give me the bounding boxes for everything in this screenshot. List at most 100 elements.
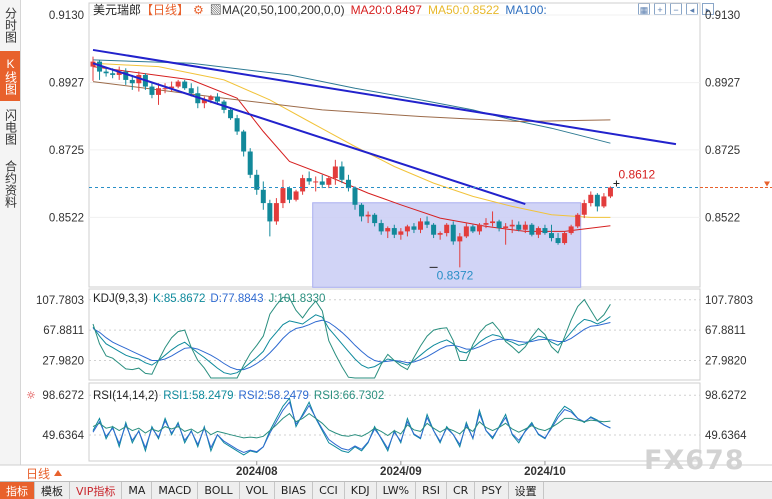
price-annotations: 0.8612 0.8372 — [89, 167, 772, 282]
rsi-label: RSI(14,14,2) — [93, 390, 158, 402]
tab-lw[interactable]: LW% — [377, 482, 417, 499]
tab-bias[interactable]: BIAS — [275, 482, 314, 499]
tab-macd[interactable]: MACD — [152, 482, 199, 499]
candle-down — [97, 61, 103, 72]
candle-up — [385, 228, 391, 232]
tab-vol[interactable]: VOL — [240, 482, 275, 499]
tab-cr[interactable]: CR — [447, 482, 476, 499]
indicator-tick-label-right: 49.6364 — [705, 430, 747, 442]
period-selector[interactable]: 日线 — [26, 466, 63, 481]
tab-ma[interactable]: MA — [122, 482, 153, 499]
candle-down — [254, 174, 260, 190]
consolidation-box-rect — [312, 202, 582, 288]
tab-rsi[interactable]: RSI — [416, 482, 447, 499]
tab-contract-info[interactable]: 合约资料 — [3, 160, 18, 208]
candle-up — [280, 188, 286, 204]
candle-down — [103, 71, 109, 74]
candle-up — [601, 196, 607, 207]
settings-gear-icon[interactable]: ⚙ — [193, 3, 204, 17]
candle-up — [169, 86, 175, 89]
ma100-line — [92, 59, 611, 144]
candle-up — [457, 236, 463, 242]
candle-up — [490, 221, 496, 224]
candle-up — [293, 191, 299, 200]
last-price-cross-icon — [613, 180, 620, 187]
tab-vip-indicators[interactable]: VIP指标 — [70, 482, 123, 499]
rsi2-value: RSI2:58.2479 — [239, 390, 309, 402]
symbol-name: 美元瑞郎 — [93, 3, 141, 17]
price-tick-label-left: 0.8522 — [49, 212, 84, 224]
rsi3-line — [92, 412, 611, 439]
candle-down — [594, 194, 600, 207]
indicator-tick-label-right: 27.9820 — [705, 356, 747, 368]
candle-down — [391, 228, 397, 235]
rsi-axis: 98.6272 98.6272 49.6364 49.6364 — [42, 390, 747, 442]
candle-up — [201, 99, 207, 104]
last-price-label: 0.8612 — [618, 167, 655, 181]
candle-down — [339, 166, 345, 180]
candle-down — [110, 73, 116, 75]
candle-up — [568, 226, 574, 234]
j-line — [92, 296, 611, 379]
candle-down — [123, 71, 129, 80]
price-tick-label-left: 0.8927 — [49, 78, 84, 90]
candle-down — [352, 188, 358, 205]
candle-down — [450, 224, 456, 242]
candle-up — [418, 221, 423, 230]
candle-down — [306, 178, 312, 182]
candle-down — [431, 224, 437, 235]
candle-up — [313, 181, 319, 183]
candle-down — [372, 214, 378, 224]
price-tick-label-left: 0.8725 — [49, 145, 84, 157]
candle-down — [319, 181, 325, 185]
ma50-value: MA50:0.8522 — [428, 3, 500, 17]
indicator-tick-label-left: 27.9820 — [42, 356, 84, 368]
tab-kdj[interactable]: KDJ — [345, 482, 377, 499]
candle-up — [162, 88, 168, 90]
tab-boll[interactable]: BOLL — [198, 482, 240, 499]
right-box-icon[interactable]: ▸ — [702, 3, 714, 15]
tab-flash-chart[interactable]: 闪电图 — [3, 109, 18, 145]
kdj-label: KDJ(9,3,3) — [93, 293, 148, 305]
candle-up — [365, 214, 371, 217]
tab-indicators[interactable]: 指标 — [0, 482, 35, 499]
period-label: 【日线】 — [141, 3, 189, 17]
candle-down — [529, 224, 535, 235]
tab-kline[interactable]: K线图 — [0, 51, 20, 101]
tab-settings[interactable]: 设置 — [509, 482, 544, 499]
price-tick-label-right: 0.8725 — [705, 145, 740, 157]
candle-up — [175, 81, 181, 87]
candle-up — [503, 226, 509, 229]
candle-down — [470, 226, 476, 232]
candle-down — [496, 221, 502, 229]
tab-cci[interactable]: CCI — [313, 482, 345, 499]
tab-timeshare[interactable]: 分时图 — [3, 7, 18, 43]
consolidation-box — [312, 202, 582, 288]
ma100-value: MA100: — [505, 3, 546, 17]
candle-down — [411, 226, 417, 230]
candle-up — [522, 224, 528, 230]
candle-down — [260, 189, 266, 204]
ma20-value: MA20:0.8497 — [351, 3, 423, 17]
price-tick-label-left: 0.9130 — [49, 10, 84, 22]
candle-down — [555, 238, 561, 244]
candle-down — [129, 79, 135, 84]
time-tick-label: 2024/08 — [236, 466, 278, 478]
trendlines[interactable] — [92, 48, 677, 206]
candle-down — [267, 203, 273, 222]
candle-up — [300, 178, 306, 192]
candle-down — [424, 221, 430, 225]
candle-up — [116, 71, 122, 75]
kline-chart[interactable]: 0.9130 0.9130 0.8927 0.8927 0.8725 0.8725 0.85… — [0, 0, 772, 481]
price-marker-icon — [764, 181, 770, 187]
ma-params: MA(20,50,100,200,0,0) — [222, 3, 345, 17]
tab-templates[interactable]: 模板 — [35, 482, 70, 499]
tab-psy[interactable]: PSY — [475, 482, 509, 499]
kdj-axis: 107.7803 107.7803 67.8811 67.8811 27.9820 27.… — [36, 295, 753, 368]
triangle-up-icon — [54, 470, 63, 476]
ma50-line — [92, 62, 611, 218]
kdj-lines — [89, 296, 700, 379]
candle-down — [214, 96, 220, 102]
candle-up — [404, 226, 410, 232]
